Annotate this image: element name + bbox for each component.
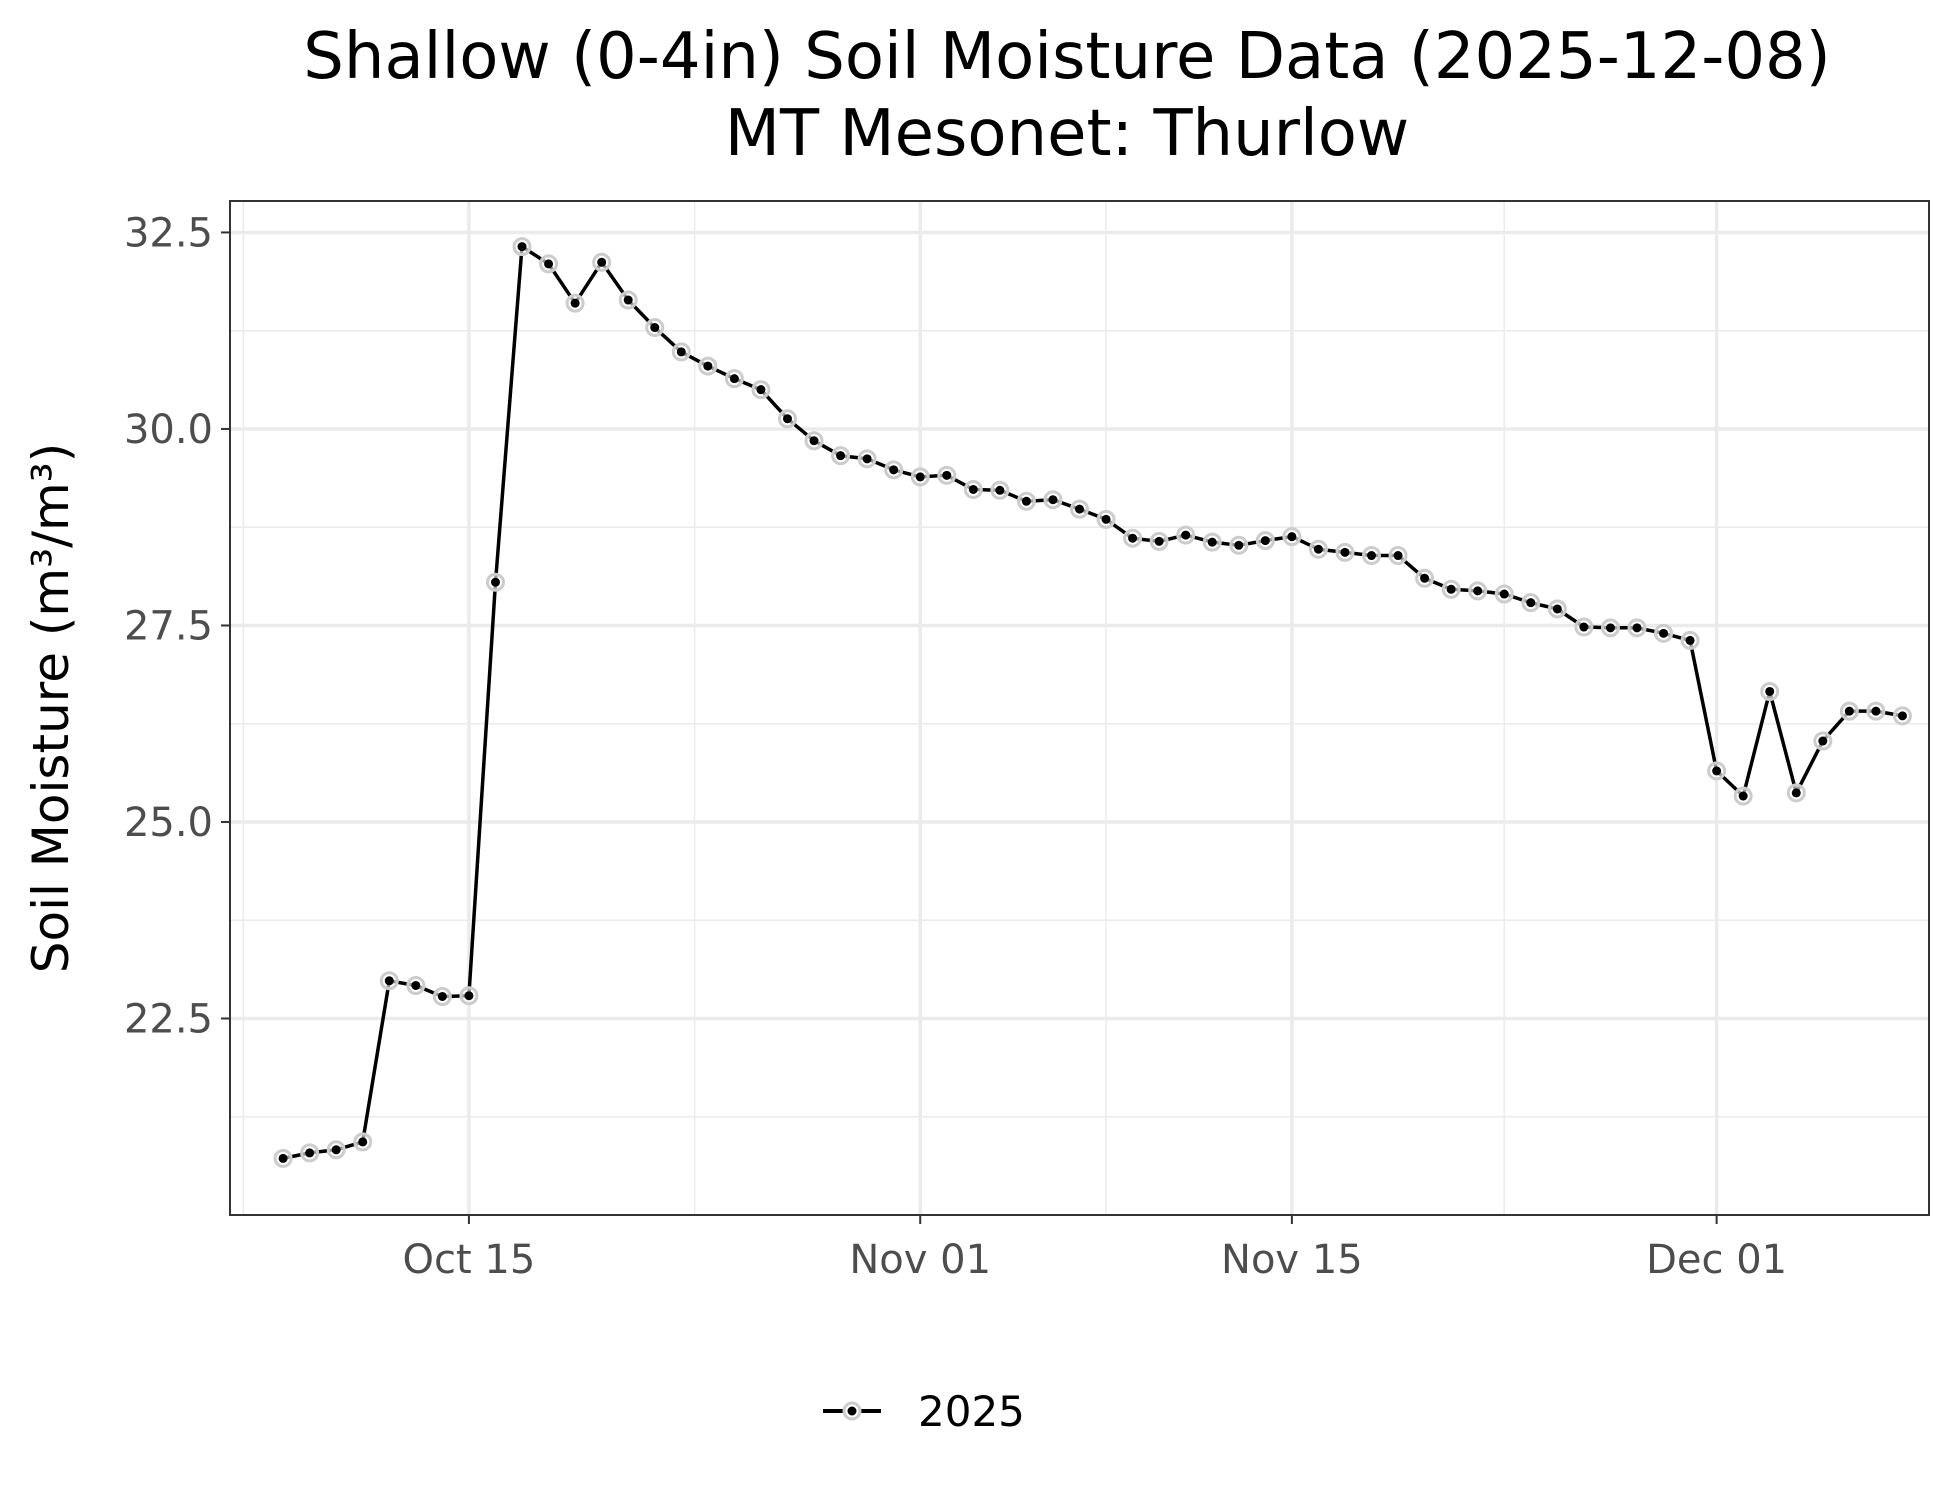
data-point: [1287, 532, 1297, 542]
data-point: [782, 414, 792, 424]
legend-label-2025: 2025: [918, 1387, 1025, 1436]
legend: 2025: [823, 1387, 1025, 1436]
y-tick-label: 32.5: [124, 210, 213, 256]
data-point: [1367, 551, 1377, 561]
data-point: [1579, 622, 1589, 632]
x-tick-label: Dec 01: [1646, 1237, 1787, 1283]
data-point: [1420, 573, 1430, 583]
data-point: [570, 298, 580, 308]
data-point: [623, 295, 633, 305]
data-point: [1844, 706, 1854, 716]
y-tick-label: 30.0: [124, 407, 213, 453]
data-point: [278, 1153, 288, 1163]
data-point: [809, 436, 819, 446]
data-point: [331, 1145, 341, 1155]
data-point: [1897, 711, 1907, 721]
data-point: [729, 374, 739, 384]
data-point: [862, 454, 872, 464]
data-point: [1605, 623, 1615, 633]
data-point: [1207, 537, 1217, 547]
data-point: [756, 385, 766, 395]
data-point: [464, 991, 474, 1001]
data-point: [1526, 598, 1536, 608]
plot-border: [229, 200, 1930, 1216]
plot-background: [230, 201, 1929, 1215]
major-gridlines: [230, 201, 1929, 1215]
data-point: [411, 980, 421, 990]
data-point: [1791, 788, 1801, 798]
y-tick-label: 25.0: [124, 800, 213, 846]
data-point: [968, 484, 978, 494]
minor-gridlines: [230, 201, 1929, 1215]
data-point: [703, 361, 713, 371]
data-point: [1818, 736, 1828, 746]
x-tick-label: Oct 15: [403, 1237, 536, 1283]
data-point: [1260, 536, 1270, 546]
data-point: [1712, 766, 1722, 776]
chart-title: Shallow (0-4in) Soil Moisture Data (2025…: [303, 20, 1830, 94]
data-point: [650, 323, 660, 333]
x-axis: Oct 15 Nov 01 Nov 15 Dec 01: [403, 1215, 1787, 1283]
data-point: [437, 991, 447, 1001]
data-point: [836, 451, 846, 461]
data-point: [544, 259, 554, 269]
x-tick-label: Nov 15: [1221, 1237, 1363, 1283]
data-point: [1075, 504, 1084, 514]
data-point: [995, 485, 1005, 495]
data-point: [889, 465, 899, 475]
data-point: [490, 577, 500, 587]
data-point: [1765, 686, 1775, 696]
data-point: [915, 472, 925, 482]
data-point: [1499, 589, 1509, 599]
series-layer: [273, 237, 1912, 1168]
data-point: [1473, 586, 1483, 596]
data-point: [1871, 706, 1881, 716]
y-tick-label: 27.5: [124, 603, 213, 649]
data-point: [1552, 604, 1562, 614]
data-point: [676, 347, 686, 357]
data-point: [1659, 628, 1669, 638]
data-point: [1128, 533, 1138, 543]
data-point: [305, 1148, 315, 1158]
data-point: [1313, 544, 1323, 554]
data-point: [942, 470, 952, 480]
data-point: [1738, 791, 1748, 801]
data-point: [1632, 623, 1642, 633]
data-point: [1181, 530, 1191, 540]
data-point: [1154, 536, 1164, 546]
y-axis-title: Soil Moisture (m³/m³): [22, 443, 80, 973]
chart-subtitle: MT Mesonet: Thurlow: [725, 97, 1410, 171]
x-tick-label: Nov 01: [849, 1237, 991, 1283]
data-point: [1234, 540, 1244, 550]
data-point: [1393, 551, 1403, 561]
data-point: [1340, 547, 1350, 557]
data-point: [1021, 496, 1031, 506]
data-point: [1685, 635, 1695, 645]
data-point: [517, 242, 527, 252]
legend-key-point: [847, 1406, 857, 1416]
data-point: [1048, 495, 1058, 505]
data-point: [597, 257, 607, 267]
data-point: [1101, 514, 1111, 524]
y-tick-label: 22.5: [124, 996, 213, 1042]
data-point: [1446, 584, 1456, 594]
data-point: [384, 976, 394, 986]
data-point: [358, 1137, 368, 1147]
y-axis: 22.5 25.0 27.5 30.0 32.5: [124, 210, 230, 1042]
